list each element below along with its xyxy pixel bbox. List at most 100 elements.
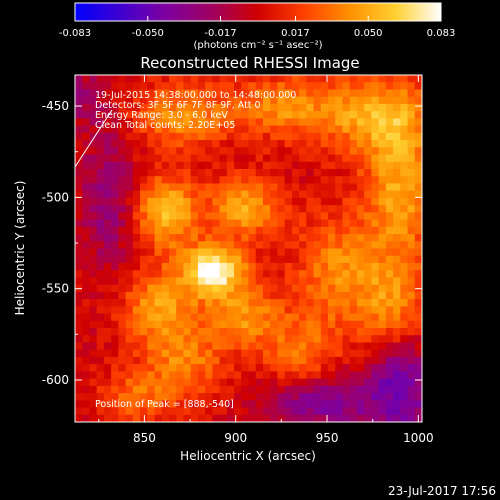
heatmap-cell — [371, 168, 380, 177]
heatmap-cell — [205, 111, 213, 119]
heatmap-cell — [168, 219, 177, 228]
heatmap-cell — [89, 205, 98, 213]
heatmap-cell — [349, 205, 358, 213]
heatmap-cell — [82, 291, 91, 300]
heatmap-cell — [407, 82, 416, 91]
heatmap-cell — [277, 147, 286, 156]
heatmap-cell — [328, 400, 336, 409]
heatmap-cell — [75, 414, 83, 422]
heatmap-cell — [96, 125, 105, 134]
heatmap-cell — [291, 342, 300, 351]
heatmap-cell — [262, 125, 271, 134]
heatmap-cell — [212, 255, 221, 264]
heatmap-cell — [306, 393, 315, 401]
heatmap-cell — [205, 328, 213, 336]
heatmap-cell — [262, 385, 271, 394]
heatmap-cell — [270, 320, 279, 329]
heatmap-cell — [75, 356, 83, 365]
heatmap-cell — [197, 147, 206, 156]
x-tick-label: 900 — [224, 431, 247, 445]
heatmap-cell — [277, 313, 286, 322]
heatmap-cell — [154, 241, 163, 250]
heatmap-cell — [111, 176, 119, 185]
heatmap-cell — [400, 241, 409, 250]
heatmap-cell — [277, 241, 286, 250]
heatmap-cell — [212, 335, 221, 344]
heatmap-cell — [335, 313, 344, 322]
heatmap-cell — [111, 118, 119, 127]
heatmap-cell — [197, 356, 206, 365]
heatmap-cell — [335, 407, 344, 416]
heatmap-cell — [118, 378, 127, 387]
heatmap-cell — [183, 299, 192, 307]
heatmap-cell — [176, 132, 185, 141]
heatmap-cell — [313, 378, 322, 387]
heatmap-cell — [89, 371, 98, 380]
heatmap-cell — [226, 378, 235, 387]
heatmap-cell — [103, 414, 112, 422]
heatmap-cell — [262, 147, 271, 156]
heatmap-cell — [255, 103, 264, 112]
heatmap-cell — [234, 335, 242, 344]
heatmap-cell — [320, 234, 329, 242]
heatmap-cell — [414, 385, 422, 394]
heatmap-cell — [385, 176, 394, 185]
heatmap-cell — [306, 234, 315, 242]
heatmap-cell — [154, 335, 163, 344]
heatmap-cell — [385, 349, 394, 358]
heatmap-cell — [335, 291, 344, 300]
heatmap-cell — [103, 342, 112, 351]
heatmap-cell — [284, 226, 293, 235]
heatmap-cell — [313, 320, 322, 329]
heatmap-cell — [262, 393, 271, 401]
heatmap-cell — [255, 284, 264, 293]
heatmap-cell — [176, 161, 185, 170]
heatmap-cell — [364, 132, 372, 141]
heatmap-cell — [154, 400, 163, 409]
heatmap-cell — [313, 212, 322, 221]
heatmap-cell — [291, 349, 300, 358]
heatmap-cell — [161, 75, 170, 83]
heatmap-cell — [306, 241, 315, 250]
heatmap-cell — [147, 234, 156, 242]
heatmap-cell — [190, 147, 199, 156]
heatmap-cell — [320, 313, 329, 322]
heatmap-cell — [328, 140, 336, 148]
heatmap-cell — [306, 154, 315, 163]
heatmap-cell — [328, 320, 336, 329]
heatmap-cell — [147, 147, 156, 156]
heatmap-cell — [320, 328, 329, 336]
heatmap-cell — [125, 161, 134, 170]
heatmap-cell — [125, 183, 134, 192]
heatmap-cell — [118, 234, 127, 242]
heatmap-cell — [89, 277, 98, 286]
heatmap-cell — [140, 96, 148, 105]
heatmap-cell — [299, 241, 307, 250]
heatmap-cell — [190, 154, 199, 163]
heatmap-cell — [89, 234, 98, 242]
heatmap-cell — [313, 393, 322, 401]
heatmap-cell — [161, 313, 170, 322]
heatmap-cell — [241, 277, 250, 286]
heatmap-cell — [356, 371, 365, 380]
heatmap-cell — [205, 364, 213, 372]
heatmap-cell — [212, 262, 221, 271]
heatmap-cell — [378, 385, 387, 394]
heatmap-cell — [154, 176, 163, 185]
heatmap-cell — [299, 320, 307, 329]
heatmap-cell — [364, 342, 372, 351]
heatmap-cell — [197, 132, 206, 141]
heatmap-cell — [328, 96, 336, 105]
heatmap-cell — [125, 140, 134, 148]
heatmap-cell — [226, 342, 235, 351]
heatmap-cell — [154, 306, 163, 315]
heatmap-cell — [313, 241, 322, 250]
heatmap-cell — [234, 234, 242, 242]
heatmap-cell — [407, 335, 416, 344]
heatmap-cell — [335, 400, 344, 409]
heatmap-cell — [140, 154, 148, 163]
heatmap-cell — [111, 197, 119, 206]
heatmap-cell — [241, 364, 250, 372]
heatmap-cell — [299, 118, 307, 127]
heatmap-cell — [299, 154, 307, 163]
